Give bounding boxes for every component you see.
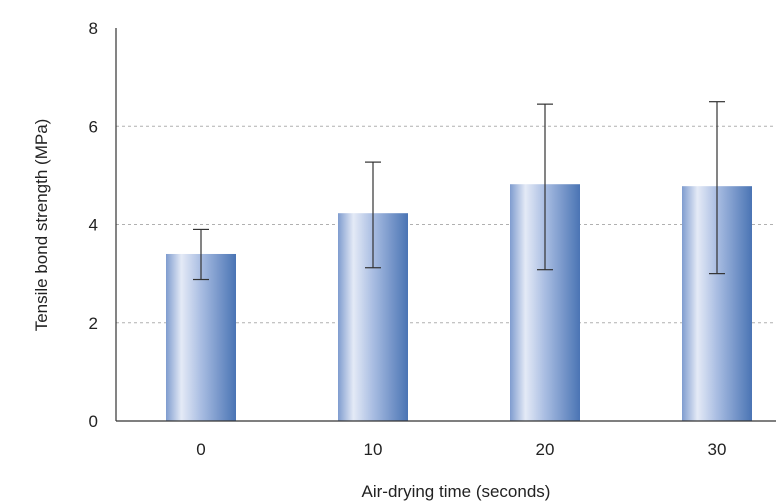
x-tick-label-20: 20 — [536, 440, 555, 459]
error-bars — [193, 101, 725, 281]
y-tick-labels: 0 2 4 6 8 — [89, 19, 98, 431]
error-bar-10 — [365, 161, 381, 269]
x-tick-label-30: 30 — [708, 440, 727, 459]
bars — [166, 184, 752, 421]
x-axis-title: Air-drying time (seconds) — [362, 482, 551, 501]
y-axis-title: Tensile bond strength (MPa) — [32, 119, 51, 332]
error-bar-20 — [537, 103, 553, 271]
bar-0 — [166, 253, 236, 421]
y-tick-label-6: 6 — [89, 117, 98, 136]
y-tick-label-4: 4 — [89, 216, 98, 235]
y-tick-label-8: 8 — [89, 19, 98, 38]
error-bar-30 — [709, 101, 725, 275]
axes — [115, 28, 776, 422]
y-tick-label-0: 0 — [89, 412, 98, 431]
x-tick-label-0: 0 — [196, 440, 205, 459]
y-tick-label-2: 2 — [89, 314, 98, 333]
x-tick-labels: 0 10 20 30 — [196, 440, 726, 459]
x-tick-label-10: 10 — [364, 440, 383, 459]
error-bar-0 — [193, 228, 209, 281]
